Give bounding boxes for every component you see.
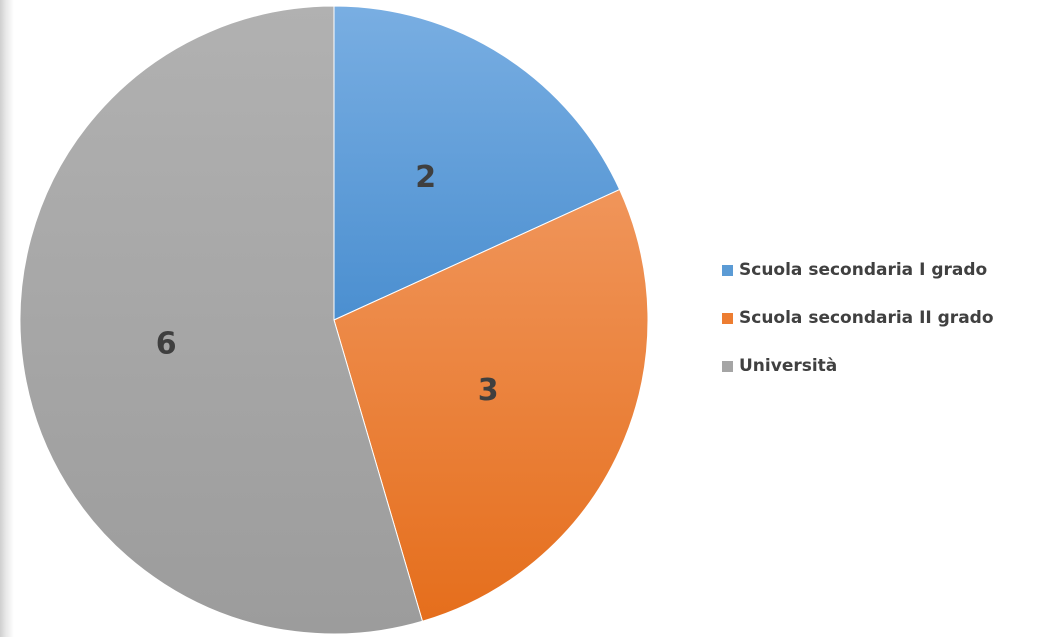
legend-item-scuola-secondaria-ii-grado: Scuola secondaria II grado [722, 306, 994, 330]
legend-label: Scuola secondaria I grado [739, 260, 988, 280]
legend-item-scuola-secondaria-i-grado: Scuola secondaria I grado [722, 258, 994, 282]
pie-slice-scuola-secondaria-ii-grado [333, 188, 649, 622]
chart-legend: Scuola secondaria I grado Scuola seconda… [722, 258, 994, 402]
legend-label: Scuola secondaria II grado [739, 308, 994, 328]
data-label-scuola-secondaria-ii-grado: 3 [478, 373, 499, 408]
legend-label: Università [739, 356, 838, 376]
legend-swatch [722, 264, 733, 276]
data-label-scuola-secondaria-i-grado: 2 [415, 160, 436, 195]
pie-slice-universita [19, 5, 424, 635]
data-label-universita: 6 [156, 327, 177, 362]
legend-item-universita: Università [722, 354, 994, 378]
pie-slice-scuola-secondaria-i-grado [333, 5, 621, 321]
pie-slices [19, 5, 649, 635]
pie-data-labels: 2 3 6 [156, 160, 499, 408]
left-edge-shadow [0, 0, 14, 637]
legend-swatch [722, 312, 733, 324]
legend-swatch [722, 360, 733, 372]
